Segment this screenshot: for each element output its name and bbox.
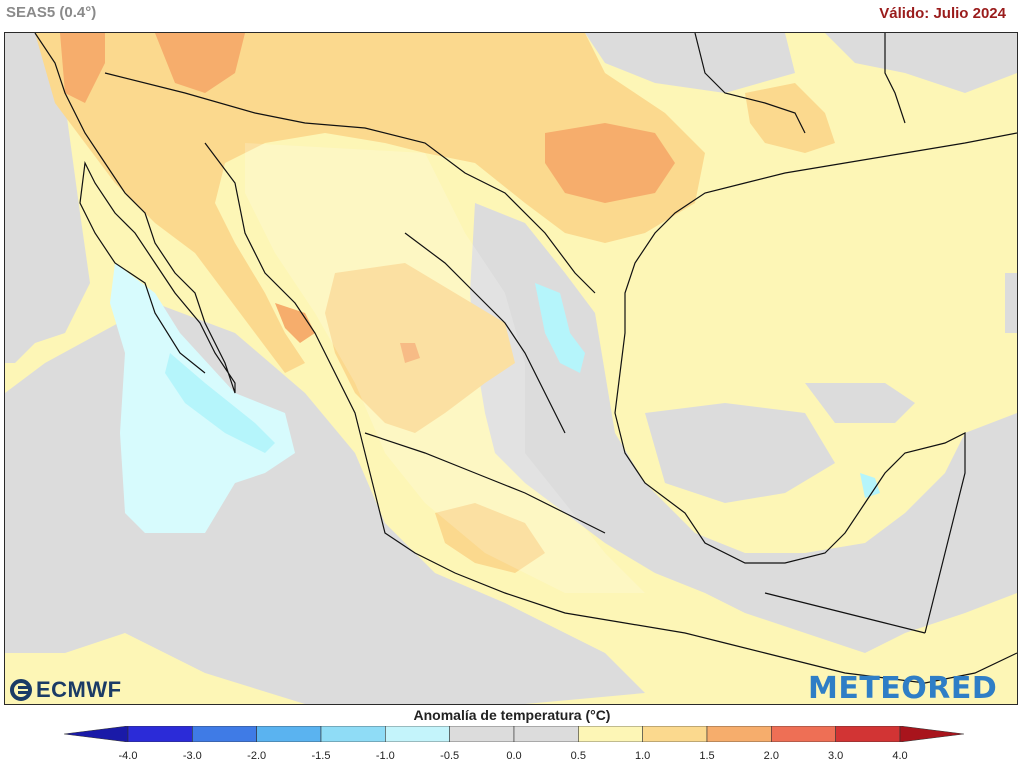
colorbar-over-arrow [899,726,964,742]
colorbar-segment [513,726,579,742]
legend-tick-labels: -4.0 -3.0 -2.0 -1.5 -1.0 -0.5 0.0 0.5 1.0 1.5 2.0 3… [0,750,1024,768]
colorbar-segment [642,726,708,742]
colorbar-tick-label: -2.0 [247,750,267,762]
colorbar-tick-label: 1.5 [699,750,715,762]
colorbar-tick-label: -4.0 [118,750,138,762]
ecmwf-logo: ECMWF [10,677,122,703]
colorbar-under-arrow [64,726,129,742]
colorbar-segment [127,726,193,742]
colorbar-tick-label: 4.0 [892,750,908,762]
negative-anomaly-areas [110,263,880,533]
legend-title: Anomalía de temperatura (°C) [413,707,611,723]
colorbar-segment [449,726,515,742]
map-canvas [5,33,1017,704]
model-label: SEAS5 (0.4°) [6,4,97,21]
meteored-logo: METEORED [808,671,998,706]
valid-date-label: Válido: Julio 2024 [879,5,1006,22]
colorbar-segment [256,726,322,742]
colorbar-segment [706,726,772,742]
anomaly-map [4,32,1018,705]
ecmwf-logo-text: ECMWF [36,677,122,702]
colorbar-segment [835,726,901,742]
colorbar-segment [192,726,257,742]
colorbar-tick-label: 0.5 [570,750,586,762]
colorbar-tick-label: -1.5 [311,750,331,762]
terrain-shading [245,143,645,593]
colorbar-tick-label: 1.0 [635,750,651,762]
ecmwf-emblem-icon [10,679,32,701]
positive-anomaly-areas [35,33,835,573]
coastlines-and-borders [34,33,1017,684]
colorbar-tick-label: -1.0 [375,750,395,762]
colorbar-tick-label: 2.0 [763,750,779,762]
colorbar-segment [320,726,386,742]
colorbar-segment [385,726,450,742]
colorbar-segment [578,726,643,742]
colorbar-tick-label: 0.0 [506,750,522,762]
colorbar-segment [771,726,836,742]
colorbar-tick-label: -0.5 [440,750,460,762]
colorbar-tick-label: 3.0 [828,750,844,762]
colorbar-tick-label: -3.0 [182,750,202,762]
legend-colorbar [64,726,964,742]
